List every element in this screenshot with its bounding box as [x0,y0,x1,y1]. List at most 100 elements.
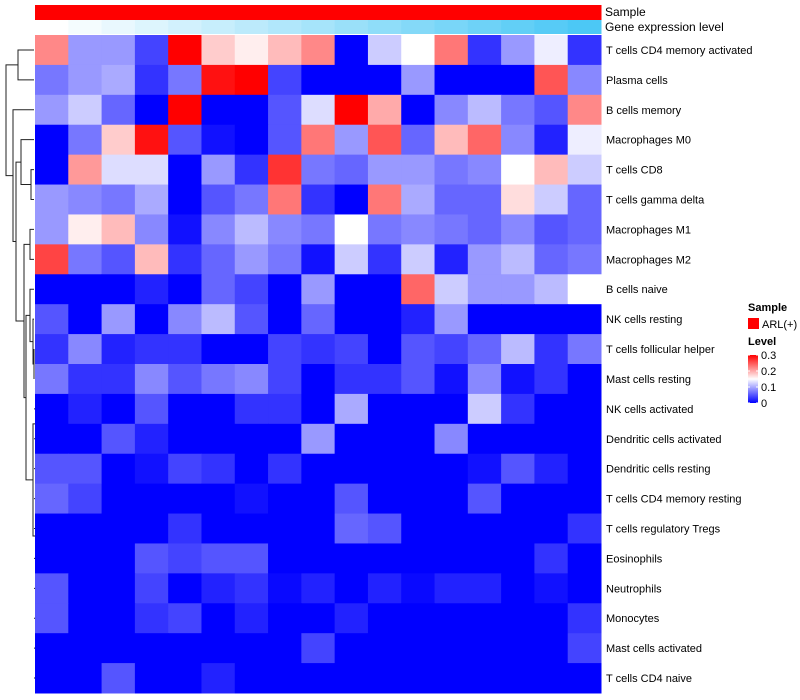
annotation-gene-expression-cell [35,20,69,34]
heatmap-cell [101,543,136,574]
heatmap-cell [234,513,269,544]
heatmap-cell [434,364,469,395]
heatmap-cell [534,513,569,544]
heatmap-cell [101,214,136,245]
heatmap-cell [367,453,402,485]
heatmap-cell [35,603,69,634]
heatmap-cell [168,483,202,515]
heatmap-cell [168,274,202,305]
heatmap-cell [201,633,236,664]
heatmap-cell [467,64,502,96]
heatmap-cell [68,543,103,574]
heatmap-cell [334,154,369,186]
heatmap-cell [268,35,302,66]
heatmap-cell [434,64,469,96]
heatmap-cell [168,304,202,335]
heatmap-cell [567,663,602,694]
row-label: T cells CD4 naive [606,673,692,685]
heatmap-cell [334,244,369,275]
heatmap-cell [101,633,136,664]
heatmap-cell [101,64,136,96]
heatmap-cell [334,64,369,96]
annotation-sample-cell [268,5,302,20]
heatmap-cell [68,154,103,186]
heatmap-cell [35,35,69,66]
dendrogram-branch [15,161,24,322]
heatmap-cell [301,64,336,96]
legend-level-title: Level [748,336,776,348]
heatmap-cell [101,124,136,156]
row-label: T cells follicular helper [606,344,715,356]
heatmap-cell [434,603,469,634]
heatmap-cell [134,184,169,215]
heatmap-cell [367,573,402,604]
heatmap-cell [334,214,369,245]
heatmap-cell [301,334,336,365]
heatmap-cell [168,214,202,245]
heatmap-cell [168,364,202,395]
heatmap-cell [301,663,336,694]
heatmap-cell [201,364,236,395]
heatmap-cell [68,94,103,126]
heatmap-cell [134,64,169,96]
heatmap-cell [467,244,502,275]
heatmap-cell [301,244,336,275]
heatmap-cell [101,393,136,425]
legend-tick-label: 0.3 [761,350,776,362]
heatmap-cell [367,633,402,664]
heatmap-cell [434,304,469,335]
heatmap-cell [168,393,202,425]
annotation-gene-expression-cell [68,20,103,34]
heatmap-cell [467,364,502,395]
heatmap-cell [101,513,136,544]
heatmap-cell [334,334,369,365]
heatmap-cell [234,274,269,305]
heatmap-cell [401,154,436,186]
heatmap-cell [234,124,269,156]
heatmap-cell [301,184,336,215]
heatmap-cell [401,633,436,664]
heatmap-cell [268,94,302,126]
heatmap-cell [168,603,202,634]
heatmap-cell [567,543,602,574]
heatmap-cell [367,124,402,156]
heatmap-cell [567,483,602,515]
heatmap-cell [534,35,569,66]
heatmap-cell [35,453,69,485]
heatmap-cell [301,35,336,66]
heatmap-cell [101,274,136,305]
annotation-gene-expression-cell [301,20,336,34]
heatmap-cell [35,274,69,305]
heatmap-cell [334,513,369,544]
heatmap-cell [567,513,602,544]
heatmap-cell [367,154,402,186]
heatmap-cell [301,154,336,186]
heatmap-cell [501,304,535,335]
heatmap-cell [68,274,103,305]
annotation-sample-cell [301,5,336,20]
heatmap-cell [134,364,169,395]
annotation-sample-cell [501,5,535,20]
heatmap-cell [101,244,136,275]
heatmap-cell [567,453,602,485]
row-label: Neutrophils [606,583,662,595]
heatmap-cell [101,154,136,186]
heatmap-cell [534,573,569,604]
heatmap-cell [301,423,336,455]
row-label: T cells CD4 memory resting [606,494,742,506]
heatmap-cell [168,513,202,544]
heatmap-cell [367,663,402,694]
heatmap-cell [68,573,103,604]
annotation-sample-cell [234,5,269,20]
heatmap-cell [134,35,169,66]
heatmap-cell [334,364,369,395]
heatmap-cell [268,124,302,156]
annotation-gene-expression-cell [401,20,436,34]
heatmap-cell [434,94,469,126]
heatmap-cell [467,453,502,485]
legend-tick-label: 0.1 [761,382,776,394]
heatmap-cell [168,244,202,275]
heatmap-cell [68,453,103,485]
heatmap-cell [68,334,103,365]
annotation-gene-expression-cell [134,20,169,34]
